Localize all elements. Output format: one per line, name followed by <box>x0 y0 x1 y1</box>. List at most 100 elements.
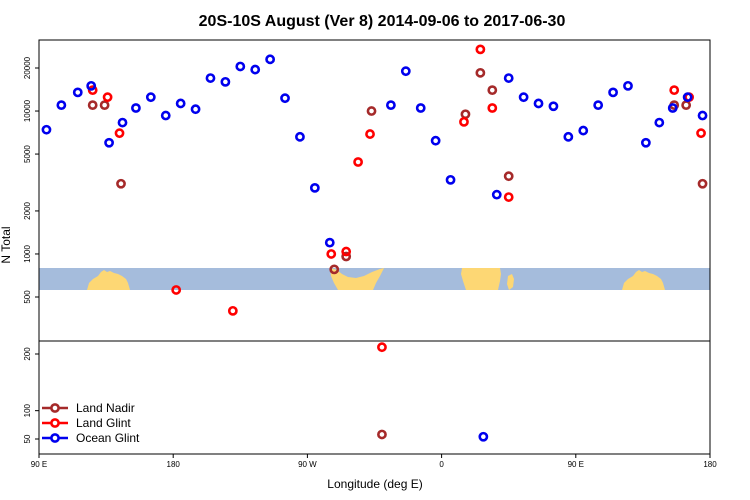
point-ocean-glint <box>400 66 411 77</box>
upper-panel-bg <box>39 40 710 341</box>
point-land-nadir <box>366 106 377 116</box>
legend-marker <box>50 418 60 428</box>
x-axis-label: Longitude (deg E) <box>327 477 422 491</box>
land-madagascar <box>507 274 514 290</box>
point-land-nadir <box>99 100 110 111</box>
point-ocean-glint <box>533 98 544 109</box>
legend-label: Land Glint <box>76 416 131 430</box>
point-ocean-glint <box>235 61 246 72</box>
y-tick-label-upper: 2000 <box>23 201 32 219</box>
legend-marker <box>50 403 60 413</box>
point-ocean-glint <box>205 73 216 83</box>
point-ocean-glint <box>478 431 489 442</box>
point-land-glint <box>475 44 486 55</box>
point-land-nadir <box>697 178 708 189</box>
point-land-glint <box>365 129 375 139</box>
world-map-strip <box>39 268 710 290</box>
point-ocean-glint <box>160 110 171 121</box>
point-land-glint <box>326 249 337 259</box>
y-tick-label-upper: 10000 <box>23 99 32 122</box>
point-ocean-glint <box>72 87 83 98</box>
legend-label: Land Nadir <box>76 401 135 415</box>
x-tick-label: 0 <box>439 460 444 469</box>
point-ocean-glint <box>41 124 52 135</box>
point-land-nadir <box>503 171 514 182</box>
x-tick-label: 180 <box>167 460 181 469</box>
lower-panel-bg <box>39 341 710 454</box>
y-tick-label-upper: 20000 <box>23 56 32 79</box>
point-land-glint <box>459 116 469 127</box>
upper-panel <box>39 40 710 341</box>
point-ocean-glint <box>503 73 514 83</box>
point-ocean-glint <box>640 137 651 148</box>
point-land-nadir <box>487 85 498 96</box>
point-ocean-glint <box>280 93 290 104</box>
x-axis: 90 E 180 90 W 0 90 E 180 <box>31 454 717 469</box>
point-land-nadir <box>341 251 352 262</box>
point-land-nadir <box>329 264 340 275</box>
point-land-glint <box>353 157 363 167</box>
point-land-nadir <box>475 67 486 78</box>
point-land-glint <box>696 128 706 139</box>
x-tick-label: 90 E <box>568 460 584 469</box>
point-ocean-glint <box>654 117 665 128</box>
point-land-nadir <box>87 100 98 111</box>
legend-marker <box>50 433 60 443</box>
land-australia-2 <box>622 270 665 290</box>
point-ocean-glint <box>295 131 305 142</box>
y-tick-label-lower: 50 <box>23 434 32 443</box>
point-ocean-glint <box>265 54 276 65</box>
point-ocean-glint <box>667 103 678 113</box>
y-axis-upper: 500 1000 2000 5000 10000 20000 <box>23 56 39 304</box>
chart-title: 20S-10S August (Ver 8) 2014-09-06 to 201… <box>199 13 566 30</box>
data-points <box>41 44 708 442</box>
land-australia-1 <box>87 270 130 290</box>
point-ocean-glint <box>697 110 708 121</box>
point-ocean-glint <box>593 100 604 111</box>
lower-panel-frame <box>38 340 711 455</box>
point-ocean-glint <box>430 135 441 146</box>
point-ocean-glint <box>491 189 502 200</box>
point-land-glint <box>227 305 238 316</box>
point-ocean-glint <box>623 80 633 91</box>
point-land-glint <box>171 285 182 295</box>
point-land-glint <box>114 128 125 139</box>
point-ocean-glint <box>324 237 335 248</box>
point-ocean-glint <box>86 80 97 91</box>
point-ocean-glint <box>190 104 201 115</box>
point-ocean-glint <box>386 100 396 111</box>
land-africa <box>461 268 501 290</box>
point-land-glint <box>377 342 387 353</box>
point-land-glint <box>503 192 514 202</box>
point-land-glint <box>341 246 352 257</box>
point-ocean-glint <box>548 101 559 112</box>
point-ocean-glint <box>682 92 693 103</box>
point-ocean-glint <box>608 87 618 98</box>
point-land-glint <box>669 85 680 96</box>
point-ocean-glint <box>104 137 114 148</box>
point-ocean-glint <box>250 64 261 75</box>
point-ocean-glint <box>145 92 156 103</box>
legend-label: Ocean Glint <box>76 431 140 445</box>
point-ocean-glint <box>518 92 529 103</box>
point-ocean-glint <box>131 103 141 113</box>
point-ocean-glint <box>56 100 67 111</box>
point-ocean-glint <box>309 182 320 193</box>
x-tick-label: 90 W <box>298 460 317 469</box>
point-land-nadir <box>377 429 387 440</box>
y-tick-label-lower: 200 <box>23 347 32 361</box>
x-tick-label: 180 <box>703 460 717 469</box>
y-tick-label-upper: 500 <box>23 290 32 304</box>
y-tick-label-upper: 5000 <box>23 145 32 163</box>
point-ocean-glint <box>220 76 231 87</box>
point-land-glint <box>487 103 498 113</box>
point-ocean-glint <box>578 125 589 136</box>
y-axis-label: N Total <box>0 226 13 263</box>
land-south-america <box>330 268 384 290</box>
point-ocean-glint <box>563 131 574 142</box>
point-land-glint <box>102 92 113 103</box>
point-ocean-glint <box>117 117 128 128</box>
point-ocean-glint <box>415 103 426 113</box>
